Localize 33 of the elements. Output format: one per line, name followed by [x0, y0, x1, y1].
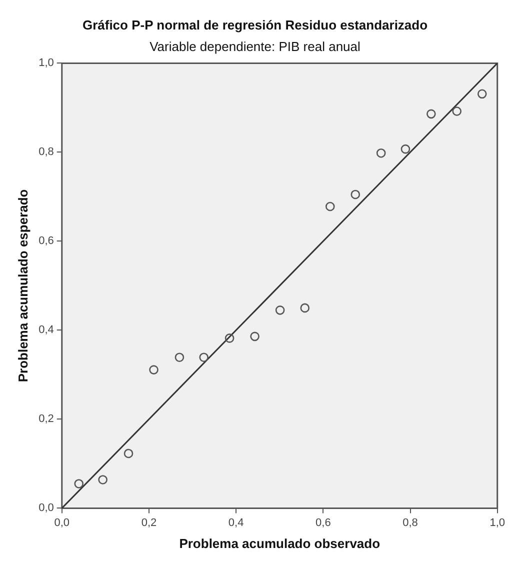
y-tick-label: 1,0	[38, 57, 54, 70]
y-tick-label: 0,2	[38, 413, 54, 426]
y-tick-label: 0,8	[38, 146, 54, 158]
y-tick-label: 0,0	[38, 502, 54, 514]
x-tick-label: 1,0	[490, 516, 506, 529]
chart-title: Gráfico P-P normal de regresión Residuo estandarizado	[82, 17, 428, 32]
point	[452, 106, 462, 116]
x-tick-label: 0,2	[141, 516, 157, 529]
x-axis-title: Problema acumulado observado	[179, 536, 380, 551]
point	[74, 479, 84, 488]
y-tick-label: 0,6	[38, 235, 54, 248]
x-tick-label: 0,8	[402, 516, 418, 529]
x-tick-label: 0,0	[54, 516, 70, 529]
point	[275, 306, 285, 315]
point	[477, 89, 487, 99]
point	[224, 334, 234, 343]
point	[124, 448, 134, 458]
point	[174, 352, 184, 362]
point	[98, 475, 108, 484]
point	[400, 144, 410, 154]
point	[426, 109, 436, 119]
point	[250, 332, 260, 342]
point	[199, 352, 209, 362]
point	[376, 148, 386, 158]
x-tick-label: 0,4	[228, 516, 244, 529]
point	[149, 365, 158, 374]
y-tick-label: 0,4	[38, 324, 54, 336]
x-tick-label: 0,6	[316, 516, 331, 529]
point	[300, 303, 310, 313]
point	[350, 190, 360, 200]
chart-subtitle: Variable dependiente: PIB real anual	[150, 38, 361, 54]
y-axis-title: Problema acumulado esperado	[15, 189, 30, 382]
point	[325, 202, 335, 212]
